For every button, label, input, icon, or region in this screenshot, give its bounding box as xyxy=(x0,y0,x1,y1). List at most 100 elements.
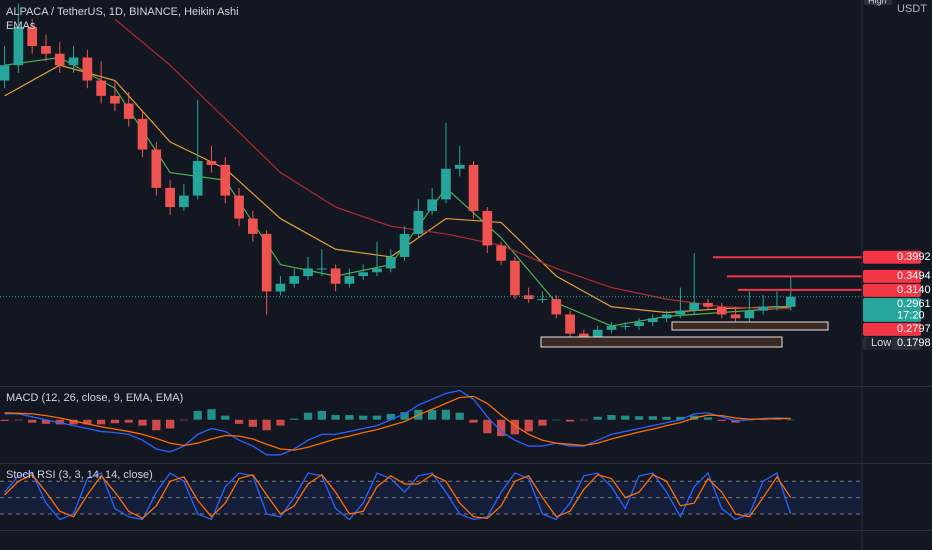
candle-body xyxy=(385,256,396,269)
macd-line xyxy=(4,389,791,456)
candle-body xyxy=(41,46,51,54)
histogram-bar xyxy=(524,419,533,432)
histogram-bar xyxy=(165,419,175,429)
grid xyxy=(0,480,862,515)
candle-body xyxy=(606,325,617,330)
price-level-box xyxy=(863,297,921,322)
histogram-bar xyxy=(290,418,299,420)
countdown-label: 17:20 xyxy=(897,310,925,322)
candle-body xyxy=(123,103,134,119)
candle-body xyxy=(592,329,603,338)
candle-body xyxy=(634,322,644,326)
histogram-bar xyxy=(83,419,92,425)
macd-line xyxy=(4,395,791,451)
candle-body xyxy=(551,299,562,315)
histogram-bar xyxy=(359,415,368,420)
histogram-bar xyxy=(248,419,257,427)
chart-title: ALPACA / TetherUS, 1D, BINANCE, Heikin A… xyxy=(6,6,239,18)
candle-body xyxy=(165,187,175,208)
histogram-bar xyxy=(621,415,630,420)
candle-body xyxy=(744,310,755,319)
histogram-bar xyxy=(565,419,575,422)
candle-body xyxy=(772,306,782,308)
drawn-box xyxy=(671,321,829,331)
price-level-label: 0.3992 xyxy=(897,251,931,263)
histogram-bar xyxy=(648,416,657,420)
histogram-bar xyxy=(152,419,161,431)
candle-body xyxy=(399,233,410,257)
candle-body xyxy=(303,268,313,277)
histogram-bar xyxy=(455,412,464,420)
candle-body xyxy=(372,268,382,273)
histogram-bar xyxy=(179,419,189,421)
candle-body xyxy=(661,314,672,319)
candle-body xyxy=(82,57,93,81)
price-level-label: 0.2961 xyxy=(897,298,931,310)
histogram-bar xyxy=(717,419,726,421)
candle-body xyxy=(482,210,493,246)
histogram-bar xyxy=(331,415,340,420)
band xyxy=(0,481,862,515)
stoch-line xyxy=(4,473,792,520)
candle-body xyxy=(703,302,713,307)
candle-body xyxy=(234,195,244,219)
price-tag: Low xyxy=(871,337,891,349)
drawn-box xyxy=(540,336,783,348)
candle-body xyxy=(316,268,327,270)
candle-body xyxy=(579,333,589,338)
histogram-bar xyxy=(703,417,713,420)
candle-body xyxy=(0,65,10,81)
histogram-bar xyxy=(97,419,106,425)
histogram-bar xyxy=(400,412,409,420)
candle-body xyxy=(468,164,479,211)
histogram-bar xyxy=(234,419,244,424)
histogram-bar xyxy=(483,419,492,434)
histogram-bar xyxy=(496,419,506,437)
candle-body xyxy=(716,306,727,315)
candle-body xyxy=(689,302,700,311)
histogram-bar xyxy=(28,419,37,423)
candle-body xyxy=(647,318,658,323)
high-tag: High xyxy=(868,0,887,5)
price-level-label: 0.3494 xyxy=(897,270,931,282)
candle-body xyxy=(248,218,258,234)
histogram-bar xyxy=(469,419,478,423)
candle-body xyxy=(13,26,24,66)
candle-body xyxy=(620,325,631,327)
histogram-bar xyxy=(441,409,451,420)
candle-body xyxy=(220,164,231,196)
marks xyxy=(0,3,862,521)
histogram-bar xyxy=(786,419,795,421)
histogram-bar xyxy=(607,415,616,420)
indicator-name: EMAs xyxy=(6,20,36,32)
price-level-box xyxy=(863,269,921,283)
candle-body xyxy=(413,210,424,234)
candle-body xyxy=(330,268,341,284)
price-level-label: 0.2797 xyxy=(897,323,931,335)
stoch-line xyxy=(4,471,792,521)
histogram-bar xyxy=(772,419,782,420)
candle-body xyxy=(206,161,217,165)
price-tag-box xyxy=(866,336,892,350)
candle-body xyxy=(496,245,506,261)
histogram-bar xyxy=(372,415,382,420)
candle-body xyxy=(510,260,520,296)
candle-body xyxy=(289,276,300,284)
candle-body xyxy=(151,149,162,188)
histogram-bar xyxy=(386,413,395,420)
histogram-bar xyxy=(207,409,216,420)
histogram-bar xyxy=(552,419,561,421)
histogram-bar xyxy=(110,419,120,424)
candle-body xyxy=(96,80,106,96)
histogram-bar xyxy=(303,412,313,420)
histogram-bar xyxy=(221,415,230,420)
candle-body xyxy=(344,276,355,284)
price-level-box xyxy=(863,250,921,264)
candle-body xyxy=(179,195,189,208)
histogram-bar xyxy=(662,416,671,420)
histogram-bar xyxy=(634,416,644,420)
histogram-bar xyxy=(276,419,285,426)
